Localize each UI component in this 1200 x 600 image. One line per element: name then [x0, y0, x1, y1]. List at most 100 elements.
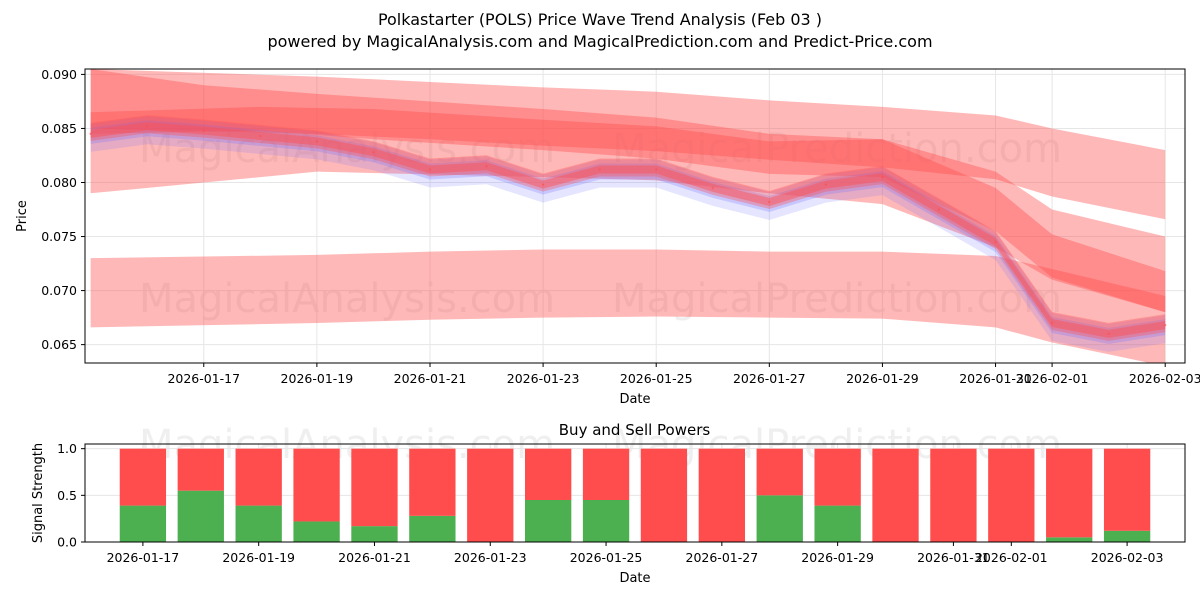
buy-bar [409, 515, 456, 542]
price-point [485, 165, 488, 168]
sell-bar [988, 448, 1035, 542]
price-point [824, 183, 828, 186]
sell-bar [525, 448, 572, 500]
buy-bar [351, 526, 398, 542]
watermark-analysis-top: MagicalAnalysis.com [139, 126, 555, 172]
price-point [1164, 323, 1167, 327]
price-point [259, 134, 262, 138]
price-y-tick-label: 0.065 [41, 337, 77, 352]
price-point [146, 125, 149, 128]
chart-subtitle: powered by MagicalAnalysis.com and Magic… [267, 32, 932, 51]
price-plot-area [89, 69, 1167, 363]
sell-bar [1103, 448, 1151, 531]
price-x-axis-label: Date [619, 392, 650, 407]
power-x-tick-label: 2026-01-17 [107, 550, 180, 565]
wave-band-upper-wave [90, 69, 1166, 220]
price-y-axis-label: Price [15, 200, 30, 232]
price-point [315, 140, 319, 143]
power-x-tick-label: 2026-01-25 [570, 550, 643, 565]
price-point [598, 168, 601, 171]
power-plot-area [119, 448, 1151, 542]
price-wave-blue-outer [90, 116, 1166, 352]
price-x-tick-label: 2026-01-21 [394, 371, 467, 386]
sell-bar [814, 448, 861, 506]
buy-bar [235, 505, 282, 542]
price-x-tick-label: 2026-01-27 [733, 371, 806, 386]
wave-band-lower-wave [90, 249, 1166, 363]
price-point [881, 175, 884, 179]
price-y-tick-label: 0.075 [41, 229, 77, 244]
price-axes-frame [84, 68, 1186, 364]
sell-bar [177, 448, 224, 491]
power-x-tick-label: 2026-01-23 [454, 550, 527, 565]
power-y-tick-label: 0.0 [57, 535, 77, 550]
sell-bar [1046, 448, 1093, 538]
power-x-axis-label: Date [619, 571, 650, 586]
power-axes: 2026-01-17 2026-01-19 2026-01-21 2026-01-23… [31, 441, 1186, 586]
price-x-tick-label: 2026-02-01 [1016, 371, 1089, 386]
buy-bar [756, 495, 803, 542]
power-x-tick-label: 2026-01-19 [222, 550, 295, 565]
buy-bar [293, 521, 340, 542]
price-y-tick-label: 0.080 [41, 175, 77, 190]
buy-bar [525, 500, 572, 542]
power-x-tick-label: 2026-01-27 [686, 550, 759, 565]
price-x-tick-label: 2026-01-17 [167, 371, 240, 386]
price-point [1107, 332, 1110, 336]
wave-band-wide-wave [90, 69, 1166, 313]
buy-bar [582, 500, 630, 542]
price-x-tick-label: 2026-01-19 [281, 371, 354, 386]
sell-bar [119, 448, 167, 506]
sell-bar [293, 448, 340, 522]
price-x-tick-label: 2026-02-03 [1129, 371, 1200, 386]
price-grid [85, 69, 1185, 363]
wave-band-mid-wave [90, 106, 1166, 313]
buy-bar [1046, 537, 1093, 542]
buy-bar [177, 490, 224, 542]
chart-title: Polkastarter (POLS) Price Wave Trend Ana… [378, 10, 822, 29]
price-wave-red-outer [90, 115, 1166, 341]
power-axes-frame [84, 443, 1186, 543]
price-point [937, 208, 941, 211]
buy-bar [814, 505, 861, 542]
sell-bar [640, 448, 688, 542]
price-point [711, 186, 714, 190]
price-x-tick-label: 2026-01-23 [507, 371, 580, 386]
watermark-prediction-mid: MagicalPrediction.com [612, 276, 1062, 322]
watermark-analysis-mid: MagicalAnalysis.com [139, 276, 555, 322]
sell-bar [698, 448, 745, 542]
price-y-tick-label: 0.085 [41, 121, 77, 136]
price-point [768, 200, 771, 204]
price-y-tick-label: 0.090 [41, 67, 77, 82]
price-point [202, 129, 205, 132]
price-point [541, 183, 545, 186]
sell-bar [582, 448, 630, 500]
sell-bar [235, 448, 282, 506]
price-point [372, 151, 375, 154]
sell-bar [930, 448, 977, 542]
power-y-tick-label: 0.5 [57, 488, 77, 503]
power-y-axis-label: Signal Strength [31, 443, 46, 543]
sell-bar [351, 448, 398, 527]
sell-bar [872, 448, 919, 542]
sell-bar [409, 448, 456, 516]
power-x-tick-label: 2026-01-31 [917, 550, 990, 565]
price-point [655, 168, 658, 171]
power-y-tick-label: 1.0 [57, 441, 77, 456]
price-point [428, 168, 432, 171]
price-point [1050, 321, 1054, 325]
power-chart-title: Buy and Sell Powers [559, 421, 711, 439]
power-x-tick-label: 2026-02-03 [1091, 550, 1164, 565]
buy-bar [1103, 530, 1151, 542]
power-x-tick-label: 2026-02-01 [975, 550, 1048, 565]
price-wave-blue-inner [90, 120, 1166, 344]
sell-bar [756, 448, 803, 496]
price-point [89, 132, 92, 136]
power-x-tick-label: 2026-01-29 [801, 550, 874, 565]
price-point [994, 240, 997, 244]
price-x-tick-label: 2026-01-31 [959, 371, 1032, 386]
buy-bar [119, 505, 167, 542]
watermark-prediction-top: MagicalPrediction.com [612, 126, 1062, 172]
